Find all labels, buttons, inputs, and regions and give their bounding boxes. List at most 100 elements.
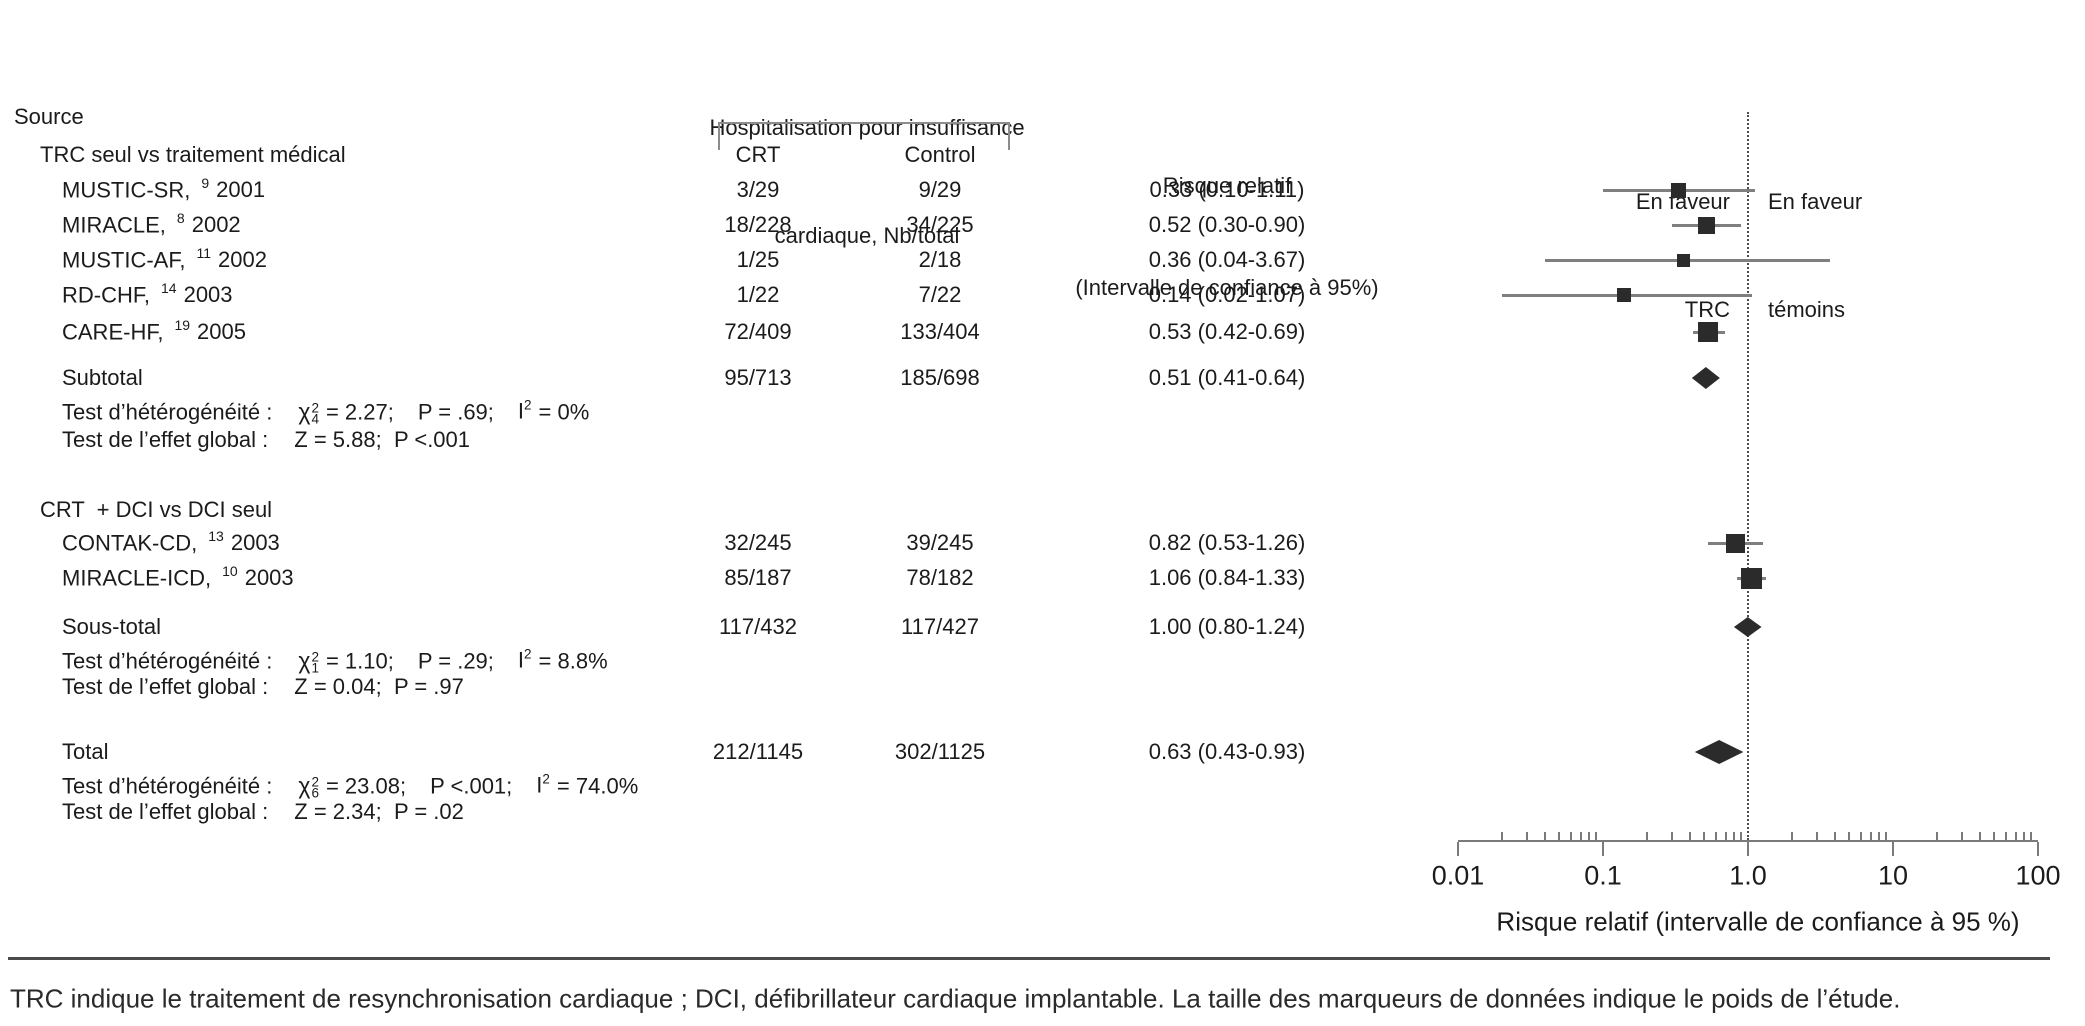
study-square-marker: [1677, 253, 1691, 267]
axis-minor-tick: [1740, 832, 1743, 840]
i-squared-statistic: I2 = 8.8%: [517, 646, 608, 674]
crt-cell: 72/409: [724, 318, 792, 344]
axis-minor-tick: [1500, 832, 1503, 840]
axis-tick-label: 0.01: [1431, 860, 1485, 891]
reference-superscript: 19: [174, 317, 191, 334]
study-square-marker: [1698, 216, 1716, 234]
rr-cell: 0.33 (0.10-1.11): [1149, 176, 1305, 202]
relative-risk-header-line1: Risque relatif: [1162, 173, 1292, 198]
axis-tick-label: 1.0: [1729, 860, 1767, 891]
axis-minor-tick: [1671, 832, 1674, 840]
axis-minor-tick: [1877, 832, 1880, 840]
crt-cell: 3/29: [736, 176, 780, 202]
crt-cell: 95/713: [724, 364, 792, 390]
axis-minor-tick: [1869, 832, 1872, 840]
reference-superscript: 14: [161, 280, 177, 297]
column-group-title-line1: Hospitalisation pour insuffisance: [709, 115, 1025, 140]
global-effect-test-total: Test de l’effet global : Z = 2.34; P = .…: [62, 798, 464, 824]
control-cell: 302/1125: [894, 738, 986, 764]
summary-diamond-marker: [1733, 617, 1762, 637]
control-column-header: Control: [904, 141, 976, 167]
reference-superscript: 10: [222, 563, 238, 580]
control-cell: 2/18: [918, 246, 962, 272]
favours-trc-line2: TRC: [1684, 297, 1730, 322]
axis-minor-tick: [1645, 832, 1648, 840]
reference-superscript: 13: [208, 528, 224, 545]
axis-minor-tick: [1587, 832, 1590, 840]
favours-controls-line1: En faveur: [1768, 189, 1863, 214]
group1-title: TRC seul vs traitement médical: [40, 141, 346, 167]
axis-tick-label: 100: [2015, 860, 2061, 891]
study-label-miracle-icd: MIRACLE-ICD, 10 2003: [62, 563, 294, 591]
axis-minor-tick: [1569, 832, 1572, 840]
crt-cell: 32/245: [724, 529, 792, 555]
rr-cell: 0.63 (0.43-0.93): [1148, 738, 1306, 764]
x-axis-title: Risque relatif (intervalle de confiance …: [1496, 906, 2020, 937]
study-square-marker: [1726, 533, 1745, 553]
summary-diamond-marker: [1691, 367, 1720, 389]
axis-minor-tick: [1979, 832, 1982, 840]
sous-total-label: Sous-total: [62, 613, 162, 639]
axis-major-tick: [1747, 842, 1749, 856]
global-effect-test-group1: Test de l’effet global : Z = 5.88; P <.0…: [62, 426, 471, 452]
control-cell: 117/427: [901, 613, 979, 639]
axis-major-tick: [2037, 842, 2039, 856]
rr-cell: 1.00 (0.80-1.24): [1148, 613, 1306, 639]
axis-minor-tick: [2014, 832, 2017, 840]
control-cell: 7/22: [918, 281, 962, 307]
subtotal-label: Subtotal: [62, 364, 143, 390]
rr-cell: 0.53 (0.42-0.69): [1148, 318, 1306, 344]
axis-minor-tick: [1595, 832, 1598, 840]
axis-tick-label: 0.1: [1584, 860, 1622, 891]
axis-minor-tick: [1816, 832, 1819, 840]
axis-major-tick: [1602, 842, 1604, 856]
axis-minor-tick: [1724, 832, 1727, 840]
rr-cell: 1.06 (0.84-1.33): [1148, 564, 1306, 590]
axis-minor-tick: [1848, 832, 1851, 840]
reference-dotted-line: [1747, 112, 1749, 840]
study-label-contak-cd: CONTAK-CD, 13 2003: [62, 528, 280, 556]
axis-minor-tick: [1579, 832, 1582, 840]
relative-risk-column-header: Risque relatif (Intervalle de confiance …: [1075, 101, 1378, 373]
i-squared-statistic: I2 = 74.0%: [536, 771, 639, 799]
relative-risk-header-line2: (Intervalle de confiance à 95%): [1075, 275, 1379, 300]
favours-controls-line2: témoins: [1768, 297, 1846, 322]
axis-major-tick: [1892, 842, 1894, 856]
global-effect-test-group2: Test de l’effet global : Z = 0.04; P = .…: [62, 673, 464, 699]
axis-minor-tick: [1544, 832, 1547, 840]
rr-cell: 0.36 (0.04-3.67): [1148, 246, 1306, 272]
axis-line: [1458, 840, 2038, 842]
footnote-divider: [8, 957, 2050, 960]
axis-minor-tick: [1732, 832, 1735, 840]
study-label-miracle: MIRACLE, 8 2002: [62, 210, 241, 238]
axis-minor-tick: [1961, 832, 1964, 840]
study-square-marker: [1698, 322, 1719, 342]
study-square-marker: [1741, 567, 1763, 589]
column-group-bracket: [718, 122, 1010, 150]
favours-controls-label: En faveur témoins: [1768, 112, 1862, 400]
axis-minor-tick: [1714, 832, 1717, 840]
crt-cell: 18/228: [724, 211, 792, 237]
column-group-title-line2: cardiaque, Nb/total: [774, 223, 960, 248]
axis-minor-tick: [1834, 832, 1837, 840]
source-column-header: Source: [14, 103, 84, 129]
axis-minor-tick: [1790, 832, 1793, 840]
rr-cell: 0.82 (0.53-1.26): [1148, 529, 1306, 555]
study-label-rd-chf: RD-CHF, 14 2003: [62, 280, 233, 308]
reference-superscript: 8: [176, 210, 185, 227]
axis-minor-tick: [1859, 832, 1862, 840]
crt-cell: 1/22: [736, 281, 780, 307]
study-label-mustic-sr: MUSTIC-SR, 9 2001: [62, 175, 266, 203]
study-square-marker: [1617, 288, 1632, 302]
crt-cell: 117/432: [719, 613, 797, 639]
rr-cell: 0.51 (0.41-0.64): [1148, 364, 1306, 390]
axis-minor-tick: [1526, 832, 1529, 840]
reference-superscript: 9: [201, 175, 210, 192]
control-cell: 9/29: [918, 176, 962, 202]
